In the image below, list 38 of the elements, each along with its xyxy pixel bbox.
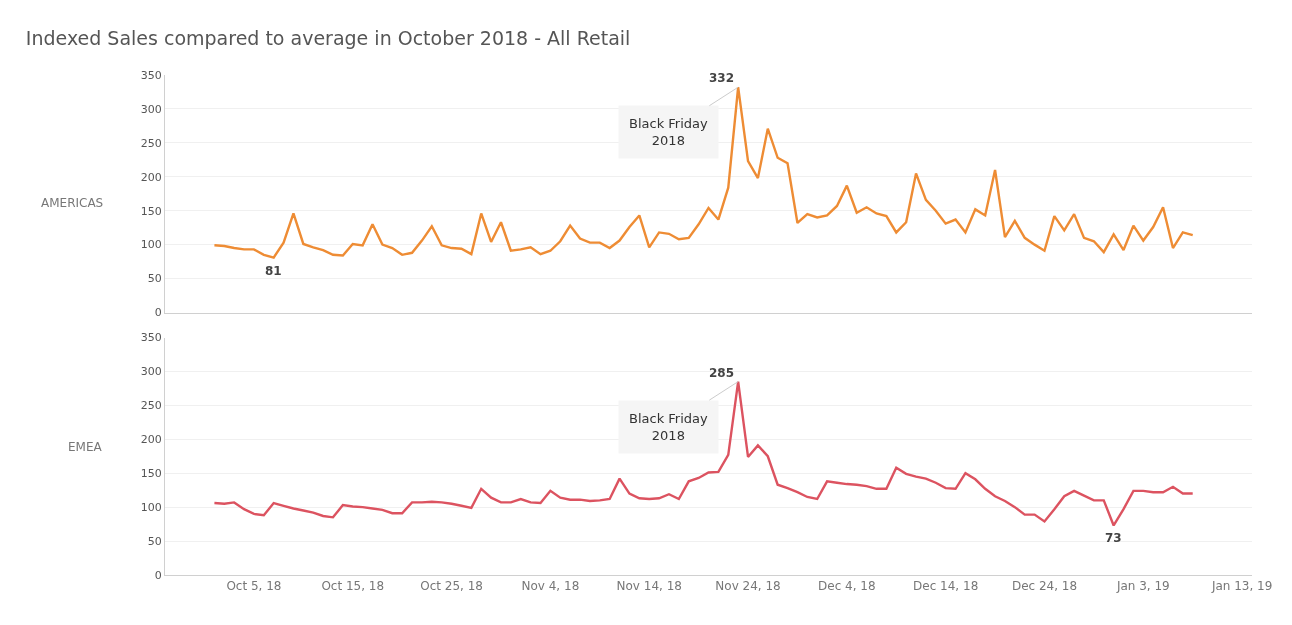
data-label: 332 (709, 71, 735, 85)
y-tick-label: 250 (140, 399, 162, 413)
data-label: 73 (1105, 531, 1122, 545)
chart-title: Indexed Sales compared to average in October 2018 - All Retail (25, 26, 631, 49)
y-tick-label: 300 (140, 102, 162, 116)
x-tick-label: Dec 4, 18 (818, 579, 876, 594)
annotation: Black Friday 2018 (629, 411, 709, 443)
data-label: 285 (709, 366, 735, 380)
y-tick-label: 100 (140, 500, 162, 514)
y-tick-label: 300 (140, 365, 162, 379)
annotation: Black Friday 2018 (629, 116, 709, 148)
x-tick-label: Nov 14, 18 (616, 579, 682, 594)
x-tick-label: Nov 24, 18 (715, 579, 781, 594)
y-tick-label: 200 (140, 170, 162, 184)
y-tick-label: 100 (140, 238, 162, 252)
y-tick-label: 200 (140, 433, 162, 447)
y-tick-label: 350 (140, 331, 162, 345)
y-tick-label: 250 (140, 136, 162, 150)
x-tick-label: Nov 4, 18 (521, 579, 580, 594)
y-axis-title: EMEA (68, 440, 103, 454)
data-label: 81 (265, 264, 282, 278)
y-tick-label: 0 (154, 306, 162, 320)
y-tick-label: 50 (147, 272, 162, 286)
x-tick-label: Dec 14, 18 (913, 579, 979, 594)
x-tick-label: Dec 24, 18 (1011, 579, 1078, 594)
x-tick-label: Oct 15, 18 (321, 579, 385, 594)
x-tick-label: Jan 3, 19 (1115, 579, 1170, 594)
line-series (213, 86, 1194, 259)
x-tick-label: Jan 13, 19 (1210, 579, 1273, 594)
x-tick-label: Oct 5, 18 (226, 579, 282, 594)
y-tick-label: 50 (147, 534, 162, 548)
x-tick-label: Oct 25, 18 (420, 579, 483, 594)
y-tick-label: 0 (154, 568, 162, 582)
y-tick-label: 150 (140, 204, 162, 218)
y-tick-label: 350 (140, 68, 162, 82)
y-axis-title: AMERICAS (41, 196, 104, 210)
y-tick-label: 150 (140, 467, 162, 481)
line-series (213, 380, 1194, 527)
